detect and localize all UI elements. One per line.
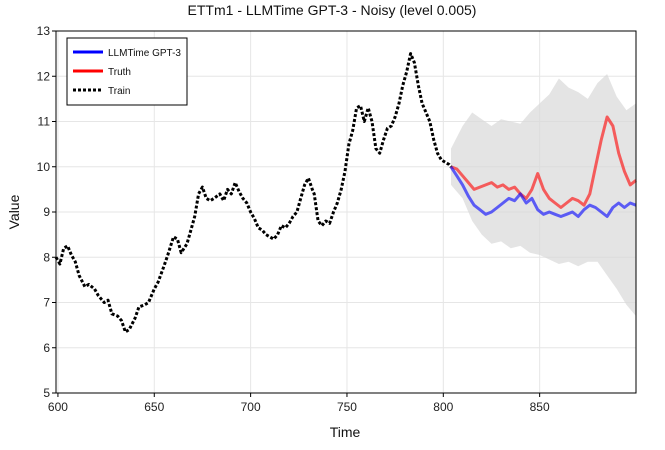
y-tick-label: 9 [43,205,50,219]
y-tick-label: 5 [43,386,50,400]
chart-title: ETTm1 - LLMTime GPT-3 - Noisy (level 0.0… [188,2,477,18]
legend-label: Truth [108,67,131,78]
x-tick-label: 850 [530,400,550,414]
legend: LLMTime GPT-3 Truth Train [66,37,188,106]
y-tick-label: 10 [37,160,51,174]
y-tick-label: 11 [38,115,51,129]
x-axis-title: Time [330,424,361,440]
x-tick-label: 650 [144,400,164,414]
x-axis-ticks: 600 650 700 750 800 850 [48,393,550,414]
y-tick-label: 13 [37,24,51,38]
x-tick-label: 600 [48,400,68,414]
y-tick-label: 8 [43,250,50,264]
llmtime-forecast-series-line [449,165,637,218]
legend-label: Train [108,86,130,97]
truth-series-line [450,115,637,209]
x-tick-label: 800 [433,400,453,414]
prediction-band-layer [451,74,636,317]
train-series-line [54,52,453,334]
y-tick-label: 6 [43,341,50,355]
x-tick-label: 700 [241,400,261,414]
prediction-interval-band [451,74,636,317]
y-axis-title: Value [6,194,22,229]
series-layer [54,52,637,334]
y-axis-ticks: 5 6 7 8 9 10 11 12 13 [37,24,56,400]
x-tick-label: 750 [337,400,357,414]
y-tick-label: 7 [43,296,50,310]
y-tick-label: 12 [37,69,51,83]
legend-label: LLMTime GPT-3 [108,48,181,59]
